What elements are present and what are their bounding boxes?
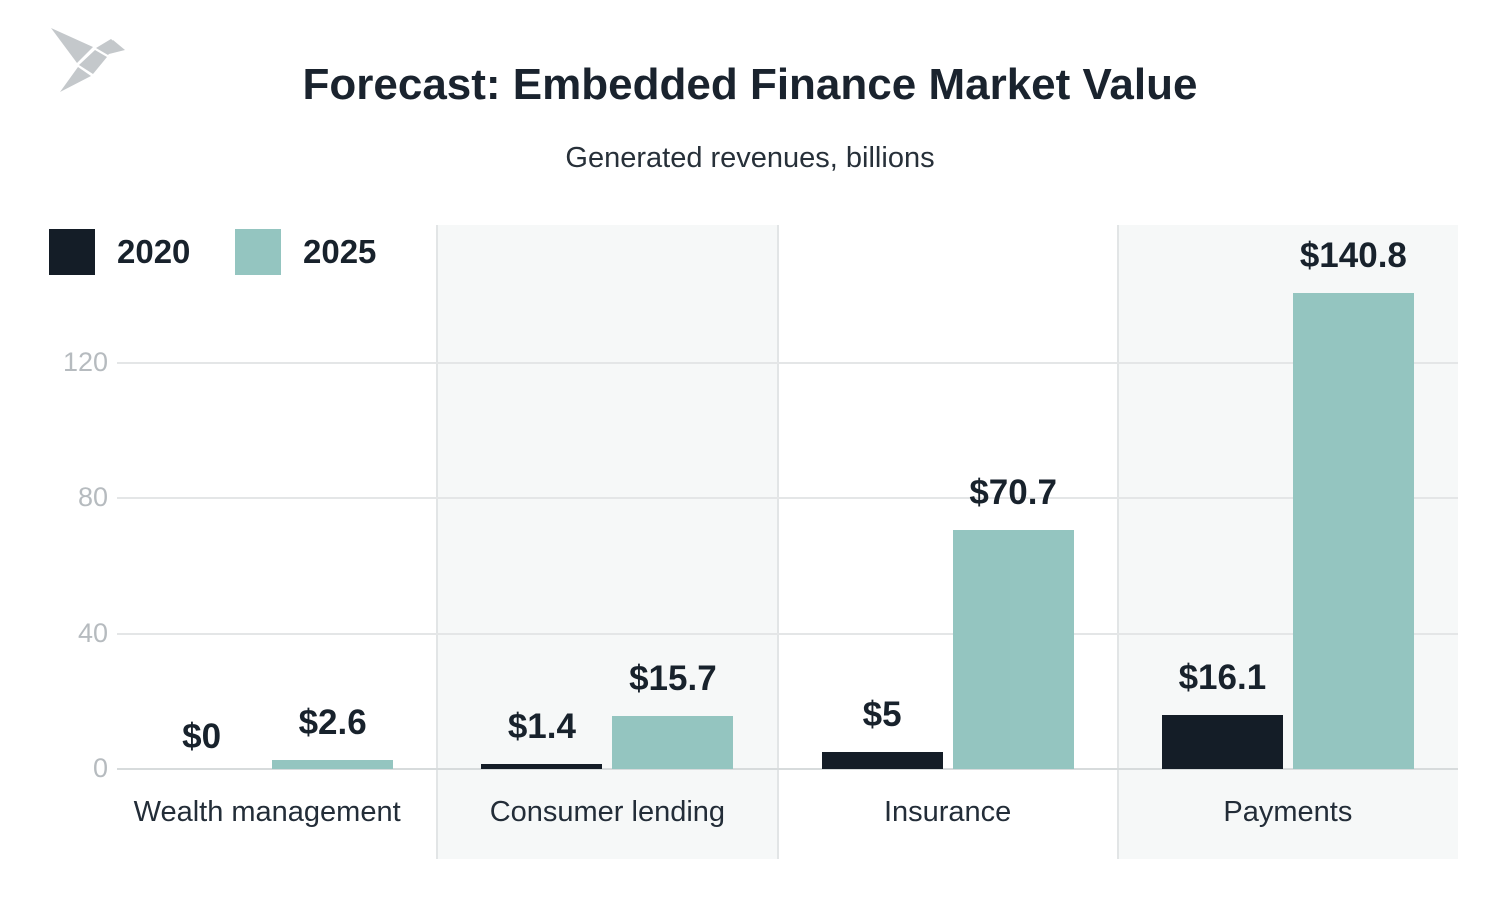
origami-bird-logo (51, 28, 125, 92)
legend-swatch-2020 (49, 229, 95, 275)
legend-swatch-2025 (235, 229, 281, 275)
value-label-2020-wealth-management: $0 (182, 717, 222, 756)
value-label-2025-payments: $140.8 (1299, 236, 1407, 275)
bar-2025-consumer-lending (612, 716, 734, 769)
bar-2020-insurance (821, 752, 943, 769)
y-tick-label-40: 40 (77, 617, 108, 648)
y-tick-label-80: 80 (77, 482, 108, 513)
value-label-2020-consumer-lending: $1.4 (507, 707, 576, 746)
bar-2020-consumer-lending (481, 764, 603, 769)
bar-2025-payments (1292, 293, 1414, 769)
category-label-payments: Payments (1223, 796, 1353, 828)
category-label-consumer-lending: Consumer lending (489, 796, 726, 828)
plot-band-divider (436, 225, 439, 859)
value-label-2025-insurance: $70.7 (969, 473, 1057, 512)
gridline-40 (117, 632, 1458, 635)
value-label-2020-insurance: $5 (862, 695, 902, 734)
category-label-wealth-management: Wealth management (133, 796, 401, 828)
category-label-insurance: Insurance (883, 796, 1012, 828)
y-tick-label-120: 120 (62, 347, 108, 377)
bar-2025-insurance (952, 530, 1074, 769)
bar-2025-wealth-management (272, 760, 394, 769)
chart-subtitle: Generated revenues, billions (565, 142, 935, 174)
legend-label-2025: 2025 (303, 233, 377, 270)
plot-band-divider (1116, 225, 1119, 859)
chart-title: Forecast: Embedded Finance Market Value (302, 60, 1198, 109)
gridline-0 (117, 768, 1458, 770)
value-label-2025-wealth-management: $2.6 (298, 703, 367, 742)
legend-item-2020: 2020 (49, 229, 190, 275)
legend-label-2020: 2020 (117, 233, 191, 270)
gridline-120 (117, 362, 1458, 364)
gridline-80 (117, 497, 1458, 500)
y-tick-label-0: 0 (92, 753, 108, 783)
value-label-2020-payments: $16.1 (1178, 658, 1267, 697)
plot-band-divider (776, 225, 779, 859)
legend-item-2025: 2025 (235, 229, 376, 275)
bar-2020-payments (1161, 715, 1283, 769)
value-label-2025-consumer-lending: $15.7 (629, 659, 717, 698)
